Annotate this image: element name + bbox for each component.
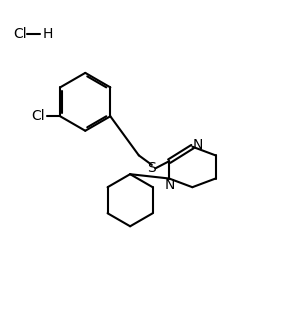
Text: S: S (148, 162, 156, 175)
Text: H: H (42, 27, 53, 41)
Text: N: N (165, 178, 175, 192)
Text: N: N (192, 138, 203, 152)
Text: Cl: Cl (13, 27, 27, 41)
Text: Cl: Cl (32, 109, 45, 123)
